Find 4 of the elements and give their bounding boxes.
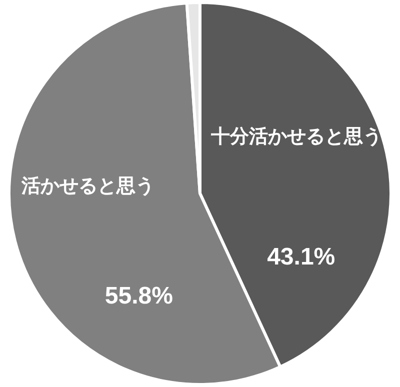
data-label: 55.8% bbox=[104, 282, 173, 310]
slice-label: 活かせると思う bbox=[20, 174, 155, 197]
data-label: 43.1% bbox=[267, 244, 336, 271]
slice-label: 十分活かせると思う bbox=[210, 125, 382, 148]
